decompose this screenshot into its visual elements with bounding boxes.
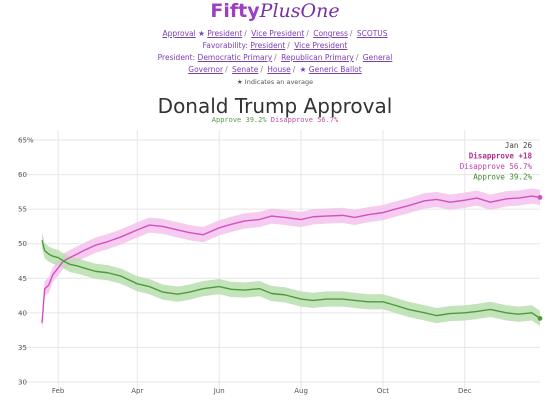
logo-text-fifty: Fifty (210, 0, 260, 22)
nav-republican-primary[interactable]: Republican Primary (281, 53, 354, 62)
header-approve-value: Approve 39.2% (211, 116, 267, 124)
y-tick-label: 50 (18, 240, 27, 248)
nav-house[interactable]: House (267, 65, 291, 74)
average-note: ★ Indicates an average (236, 78, 314, 86)
nav-row-president: President: Democratic Primary / Republica… (157, 53, 393, 62)
nav-generic-ballot[interactable]: Generic Ballot (308, 65, 362, 74)
logo-text-plusone: PlusOne (259, 0, 340, 22)
nav-favorability-president[interactable]: President (250, 41, 286, 50)
nav-favorability-label: Favorability: (202, 41, 248, 50)
header-summary: Approve 39.2% Disapprove 56.7% (0, 116, 550, 124)
nav-favorability-vice-president[interactable]: Vice President (294, 41, 348, 50)
approve-band (42, 232, 540, 326)
nav-row-races: Governor / Senate / House / ★ Generic Ballo… (188, 65, 362, 74)
nav-approval-congress[interactable]: Congress (313, 29, 348, 38)
y-tick-label: 40 (18, 309, 27, 317)
nav-general[interactable]: General (362, 53, 393, 62)
x-tick-label: Feb (52, 387, 65, 395)
y-tick-label: 60 (18, 171, 27, 179)
site-logo[interactable]: FiftyPlusOne (0, 0, 550, 24)
y-tick-label: 30 (18, 379, 27, 387)
nav-approval-vice-president[interactable]: Vice President (251, 29, 305, 38)
nav-senate[interactable]: Senate (232, 65, 259, 74)
nav-approval-label[interactable]: Approval (162, 29, 196, 38)
y-tick-label: 65% (18, 137, 34, 145)
star-icon: ★ (299, 65, 307, 74)
x-tick-label: Apr (131, 387, 143, 395)
disapprove-line (41, 195, 541, 324)
legend-net: Disapprove +18 (469, 152, 533, 161)
y-tick-label: 35 (18, 344, 27, 352)
x-tick-label: Jun (213, 387, 225, 395)
page-title: Donald Trump Approval (157, 94, 393, 118)
legend-date: Jan 26 (505, 141, 533, 150)
disapprove-band (42, 188, 540, 331)
approve-line (41, 240, 541, 319)
nav-president-label: President: (157, 53, 196, 62)
approve-endpoint (537, 315, 543, 321)
x-tick-label: Dec (458, 387, 472, 395)
x-tick-label: Aug (294, 387, 308, 395)
nav-governor[interactable]: Governor (188, 65, 224, 74)
site-header: FiftyPlusOne Approval ★ President / Vice … (0, 0, 550, 100)
legend-disapprove: Disapprove 56.7% (460, 162, 533, 171)
nav-row-favorability: Favorability: President / Vice President (202, 41, 348, 50)
star-icon: ★ (198, 29, 205, 38)
x-tick-label: Oct (377, 387, 389, 395)
y-tick-label: 55 (18, 206, 27, 214)
nav-row-approval: Approval ★ President / Vice President / Co… (162, 29, 388, 38)
header-disapprove-value: Disapprove 56.7% (270, 116, 339, 124)
approval-chart: 65% 60 55 50 45 40 35 30 Feb Apr Jun Aug Oct Dec Jan 2… (18, 130, 543, 395)
disapprove-endpoint (537, 194, 543, 200)
nav-approval-president[interactable]: President (207, 29, 243, 38)
legend-approve: Approve 39.2% (473, 173, 532, 182)
y-tick-label: 45 (18, 275, 27, 283)
nav-approval-scotus[interactable]: SCOTUS (356, 29, 388, 38)
nav-democratic-primary[interactable]: Democratic Primary (197, 53, 273, 62)
